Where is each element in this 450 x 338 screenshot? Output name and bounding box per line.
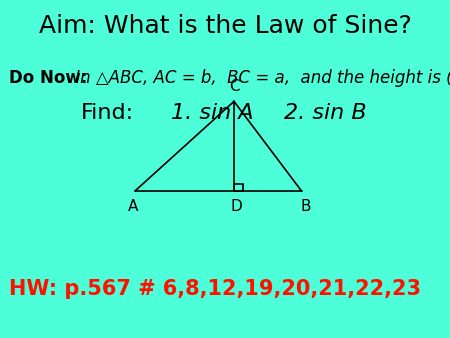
Text: A: A bbox=[127, 199, 138, 214]
Text: In △ABC, AC = b,  BC = a,  and the height is (h).: In △ABC, AC = b, BC = a, and the height … bbox=[70, 69, 450, 87]
Text: 1. sin A: 1. sin A bbox=[171, 103, 254, 123]
Text: HW: p.567 # 6,8,12,19,20,21,22,23: HW: p.567 # 6,8,12,19,20,21,22,23 bbox=[9, 279, 421, 299]
Text: Find:: Find: bbox=[81, 103, 134, 123]
Text: Aim: What is the Law of Sine?: Aim: What is the Law of Sine? bbox=[39, 14, 411, 38]
Text: 2. sin B: 2. sin B bbox=[284, 103, 366, 123]
Text: Do Now:: Do Now: bbox=[9, 69, 87, 87]
Text: C: C bbox=[229, 79, 239, 94]
Text: D: D bbox=[230, 199, 242, 214]
Text: B: B bbox=[301, 199, 311, 214]
